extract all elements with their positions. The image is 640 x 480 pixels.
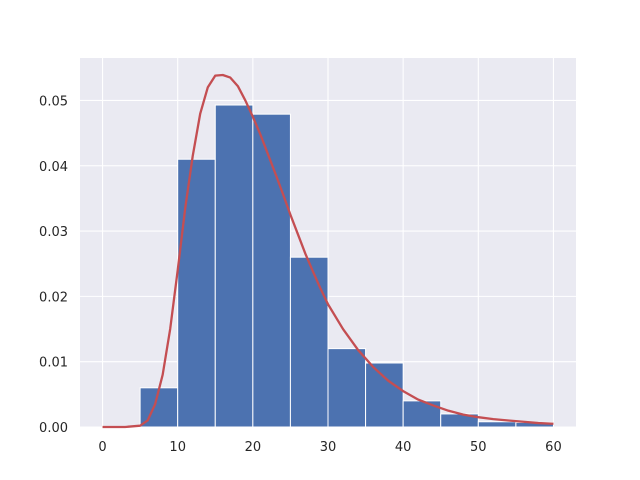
histogram-bar — [327, 348, 367, 428]
y-tick-label: 0.04 — [39, 160, 68, 175]
histogram-bar — [477, 421, 517, 428]
histogram-bar — [289, 256, 329, 428]
y-tick-label: 0.00 — [39, 421, 68, 436]
histogram-bar — [402, 400, 442, 428]
y-tick-label: 0.02 — [39, 290, 68, 305]
x-axis-tick-labels: 0 10 20 30 40 50 60 — [98, 440, 561, 455]
histogram-bar — [177, 158, 216, 428]
y-tick-label: 0.03 — [39, 225, 68, 240]
histogram-bar — [214, 104, 254, 428]
x-tick-label: 10 — [169, 440, 186, 455]
x-tick-label: 30 — [320, 440, 337, 455]
y-axis-tick-labels: 0.00 0.01 0.02 0.03 0.04 0.05 — [39, 94, 68, 436]
density-curve — [102, 73, 554, 429]
x-tick-label: 50 — [470, 440, 487, 455]
y-tick-label: 0.05 — [39, 94, 68, 109]
x-tick-label: 20 — [245, 440, 262, 455]
histogram-bar — [365, 362, 404, 428]
x-tick-label: 60 — [545, 440, 562, 455]
x-tick-label: 40 — [395, 440, 412, 455]
x-tick-label: 0 — [98, 440, 106, 455]
y-tick-label: 0.01 — [39, 356, 68, 371]
